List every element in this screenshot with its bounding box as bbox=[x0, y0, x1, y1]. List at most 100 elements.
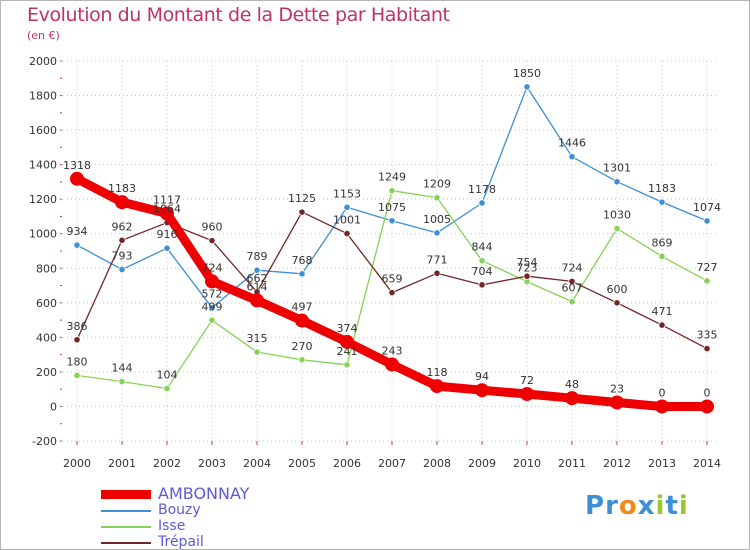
legend-swatch-isse bbox=[101, 526, 151, 528]
data-label-ambonnay: 374 bbox=[337, 322, 358, 335]
data-point-isse bbox=[118, 377, 126, 386]
x-tick-label: 2005 bbox=[288, 457, 316, 470]
data-point-ambonnay bbox=[700, 399, 714, 414]
data-point-trépail bbox=[73, 336, 81, 344]
data-label-ambonnay: 243 bbox=[382, 344, 403, 357]
data-point-bouzy bbox=[523, 83, 531, 91]
data-point-ambonnay bbox=[475, 383, 489, 398]
data-label-ambonnay: 724 bbox=[202, 261, 223, 274]
data-point-bouzy bbox=[118, 265, 126, 274]
data-label-ambonnay: 614 bbox=[247, 280, 268, 293]
legend-label-trepail: Trépail bbox=[158, 534, 204, 550]
data-label-isse: 270 bbox=[292, 340, 313, 353]
data-point-ambonnay bbox=[610, 395, 624, 410]
data-label-ambonnay: 23 bbox=[610, 382, 624, 395]
x-tick-label: 2008 bbox=[423, 457, 451, 470]
data-point-ambonnay bbox=[205, 274, 219, 289]
x-tick-label: 2002 bbox=[153, 457, 181, 470]
data-label-bouzy: 768 bbox=[292, 254, 313, 267]
data-point-isse bbox=[658, 252, 666, 260]
data-point-isse bbox=[703, 277, 711, 285]
data-label-trépail: 386 bbox=[67, 320, 88, 333]
y-tick-label: 600 bbox=[36, 297, 57, 310]
y-tick-label: 800 bbox=[36, 262, 57, 275]
data-label-bouzy: 1301 bbox=[603, 162, 631, 175]
data-point-trépail bbox=[478, 281, 486, 289]
data-label-bouzy: 934 bbox=[67, 225, 88, 238]
data-label-trépail: 724 bbox=[562, 261, 583, 274]
data-point-ambonnay bbox=[385, 357, 399, 372]
data-point-bouzy bbox=[163, 244, 171, 252]
data-point-ambonnay bbox=[295, 313, 309, 328]
data-label-isse: 844 bbox=[472, 241, 493, 254]
data-label-bouzy: 789 bbox=[247, 250, 268, 263]
data-point-trépail bbox=[433, 269, 441, 277]
data-label-bouzy: 1153 bbox=[333, 187, 361, 200]
data-label-bouzy: 1178 bbox=[468, 183, 496, 196]
data-point-trépail bbox=[208, 237, 216, 245]
data-label-trépail: 471 bbox=[652, 305, 673, 318]
data-point-trépail bbox=[703, 344, 711, 353]
data-label-isse: 315 bbox=[247, 332, 268, 345]
data-label-ambonnay: 0 bbox=[704, 386, 711, 399]
data-point-bouzy bbox=[433, 229, 441, 237]
data-label-bouzy: 1074 bbox=[693, 201, 721, 214]
data-label-isse: 1249 bbox=[378, 171, 406, 184]
x-tick-label: 2004 bbox=[243, 457, 271, 470]
data-label-trépail: 600 bbox=[607, 283, 628, 296]
x-tick-label: 2011 bbox=[558, 457, 586, 470]
data-label-trépail: 754 bbox=[517, 256, 538, 269]
data-label-trépail: 962 bbox=[112, 220, 133, 233]
x-tick-label: 2010 bbox=[513, 457, 541, 470]
data-label-bouzy: 1850 bbox=[513, 67, 541, 80]
data-point-isse bbox=[478, 257, 486, 265]
data-label-trépail: 662 bbox=[247, 272, 268, 285]
data-point-ambonnay bbox=[160, 206, 174, 221]
data-point-trépail bbox=[118, 236, 126, 244]
data-point-bouzy bbox=[388, 217, 396, 225]
y-tick-label: 1800 bbox=[29, 90, 57, 103]
data-point-isse bbox=[253, 348, 261, 356]
data-label-bouzy: 1446 bbox=[558, 137, 586, 150]
data-label-isse: 607 bbox=[562, 282, 583, 295]
legend-label-ambonnay: AMBONNAY bbox=[158, 484, 250, 503]
data-label-isse: 727 bbox=[697, 261, 718, 274]
legend-swatch-trepail bbox=[101, 542, 151, 544]
data-label-trépail: 704 bbox=[472, 265, 493, 278]
data-point-bouzy bbox=[568, 153, 576, 161]
data-point-bouzy bbox=[73, 241, 81, 249]
data-point-bouzy bbox=[253, 266, 261, 274]
data-label-ambonnay: 1318 bbox=[63, 159, 91, 172]
logo-letter: P bbox=[585, 491, 606, 521]
data-point-trépail bbox=[343, 229, 351, 238]
x-tick-label: 2003 bbox=[198, 457, 226, 470]
data-label-trépail: 335 bbox=[697, 329, 718, 342]
data-label-isse: 1030 bbox=[603, 209, 631, 222]
data-point-isse bbox=[163, 384, 171, 393]
logo-letter: i bbox=[655, 491, 666, 521]
data-point-ambonnay bbox=[340, 334, 354, 349]
data-label-ambonnay: 0 bbox=[659, 386, 666, 399]
data-point-isse bbox=[298, 356, 306, 364]
data-label-ambonnay: 1117 bbox=[153, 194, 181, 207]
proxiti-logo: Proxiti bbox=[585, 491, 689, 521]
data-label-isse: 1209 bbox=[423, 178, 451, 191]
data-point-trépail bbox=[388, 289, 396, 297]
legend-swatch-ambonnay bbox=[101, 490, 151, 499]
data-point-isse bbox=[433, 194, 441, 202]
data-point-ambonnay bbox=[655, 399, 669, 414]
x-tick-label: 2013 bbox=[648, 457, 676, 470]
data-point-isse bbox=[73, 371, 81, 379]
y-tick-label: 0 bbox=[50, 400, 57, 413]
y-tick-label: 2000 bbox=[29, 55, 57, 68]
logo-letter: i bbox=[678, 491, 689, 521]
data-label-isse: 723 bbox=[517, 262, 538, 275]
data-label-isse: 144 bbox=[112, 362, 133, 375]
x-tick-label: 2001 bbox=[108, 457, 136, 470]
data-point-ambonnay bbox=[430, 379, 444, 394]
data-label-trépail: 771 bbox=[427, 253, 448, 266]
data-point-ambonnay bbox=[70, 171, 84, 186]
legend-swatch-bouzy bbox=[101, 510, 151, 512]
